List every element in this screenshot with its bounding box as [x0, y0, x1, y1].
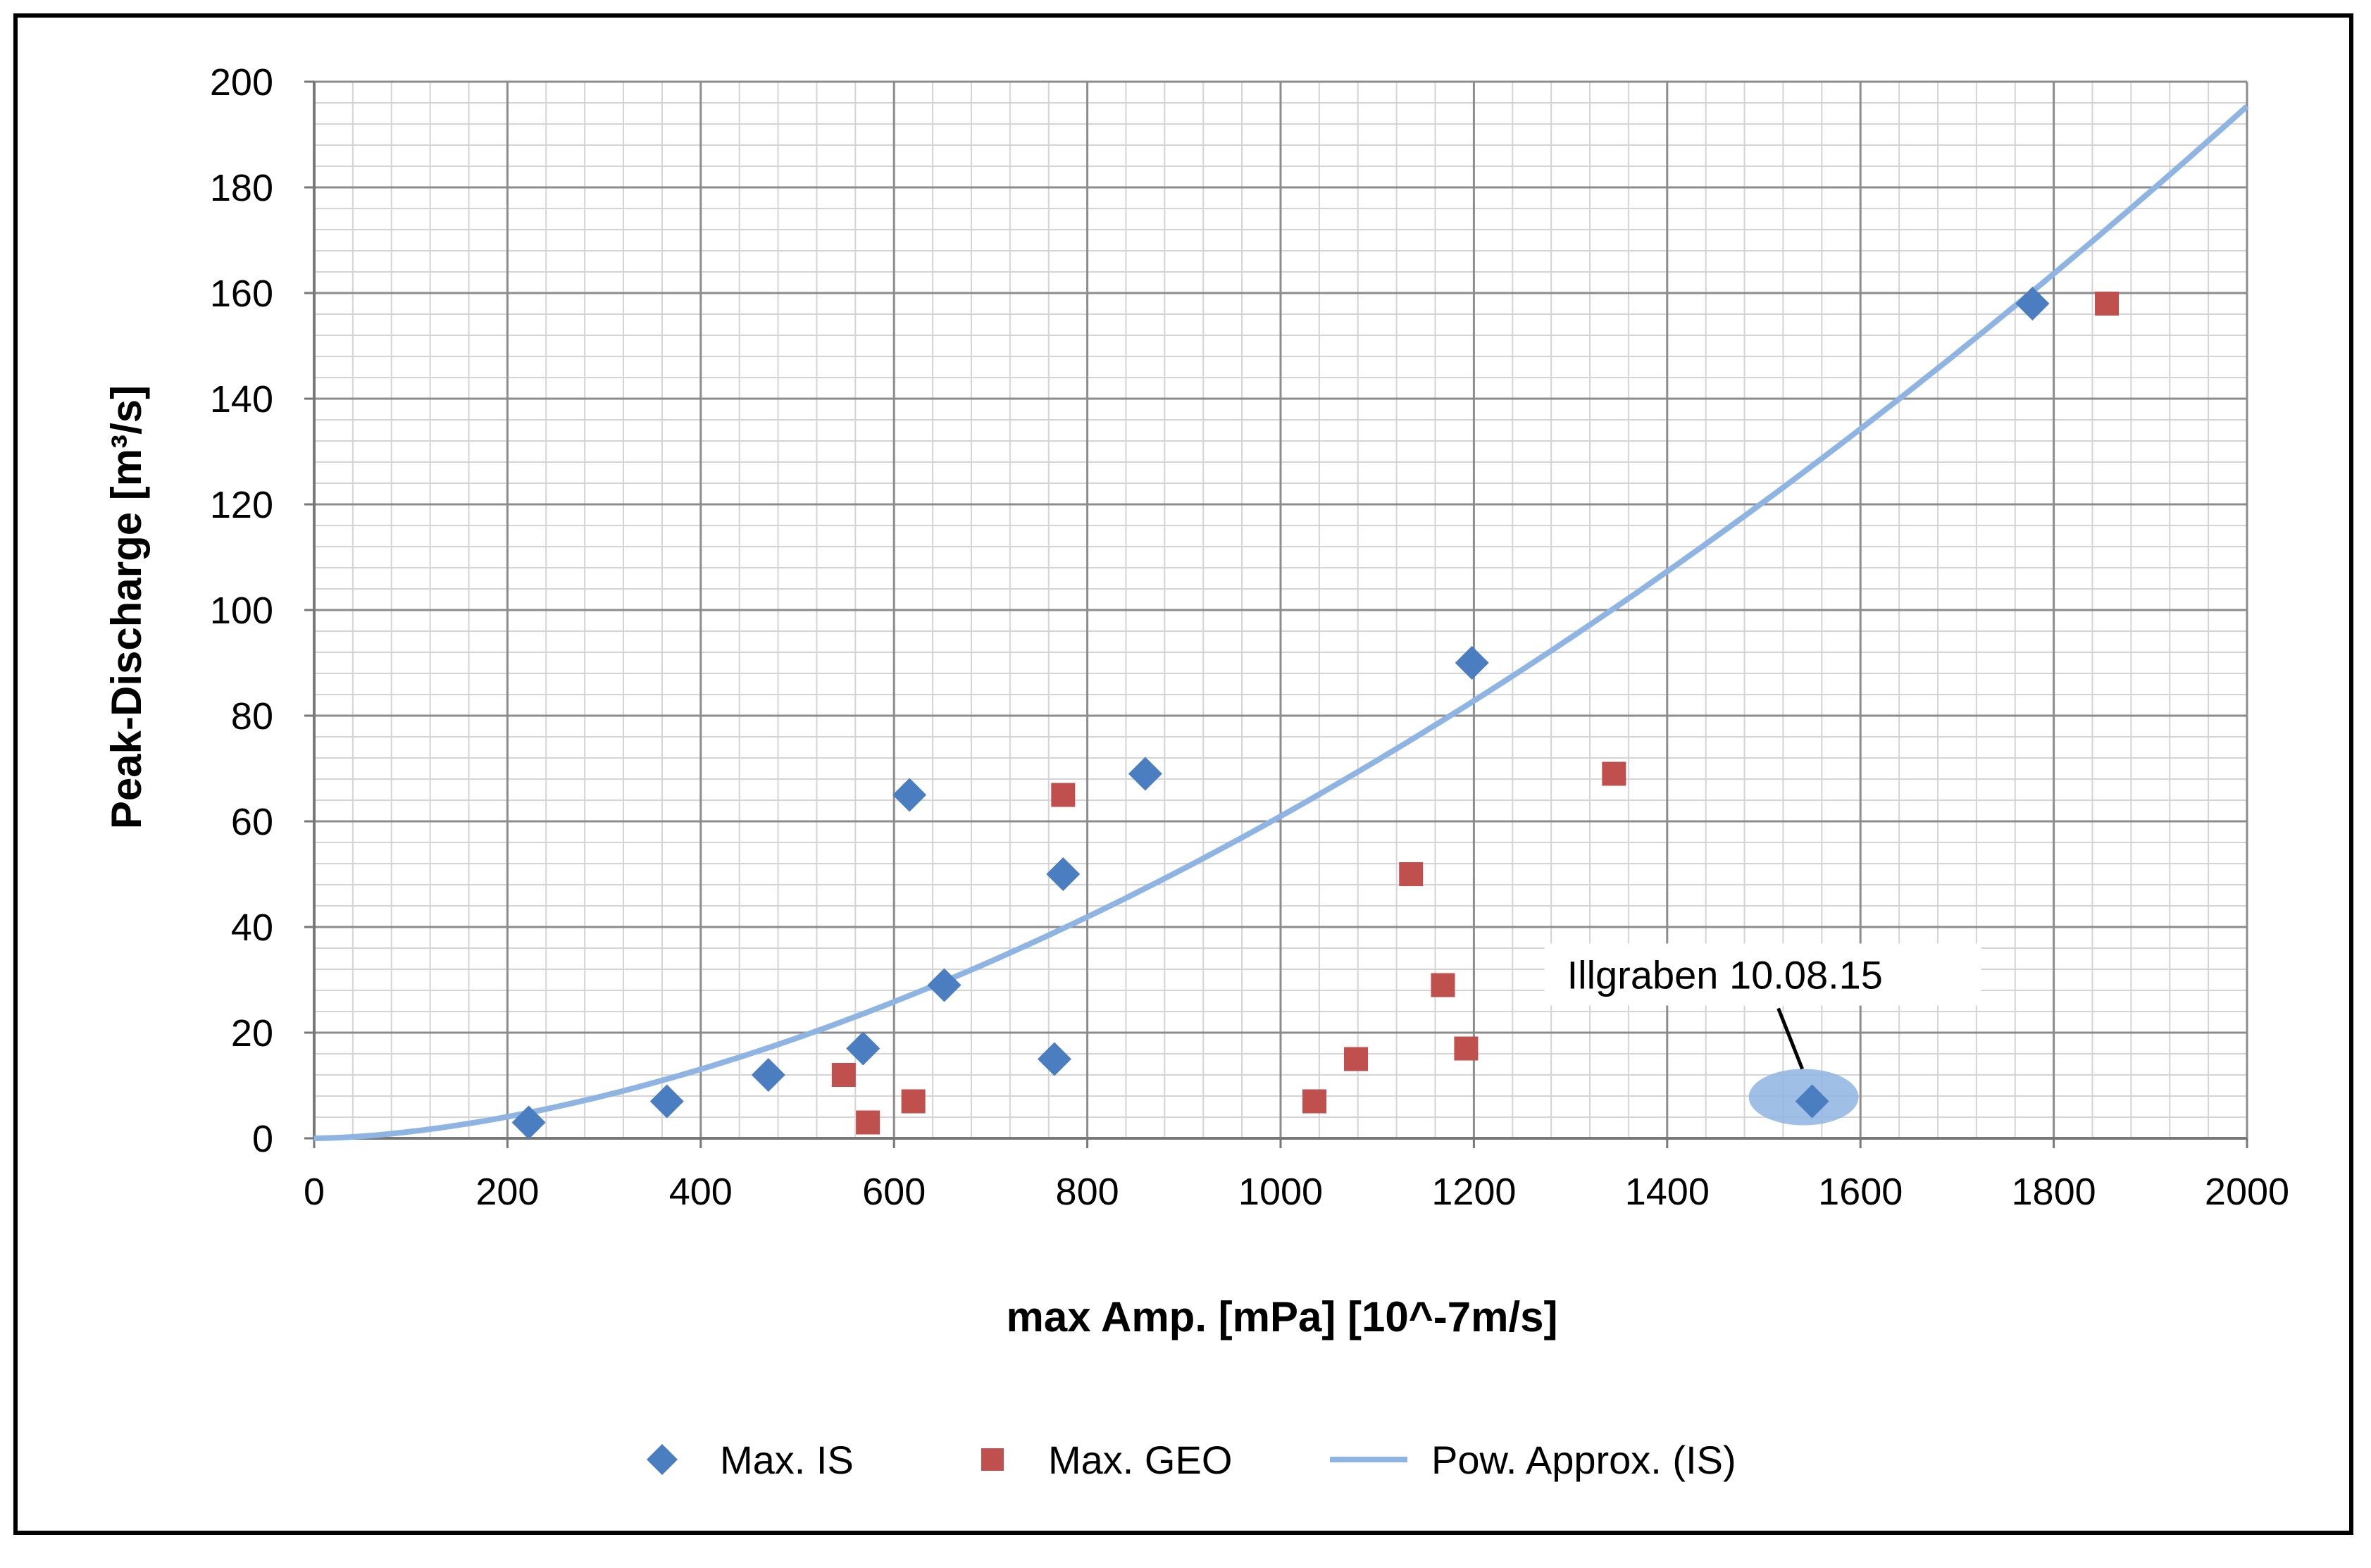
y-tick-label: 180 [210, 167, 273, 209]
geo-point [856, 1110, 880, 1135]
y-tick-label: 200 [210, 61, 273, 104]
geo-point [831, 1063, 856, 1087]
x-tick-label: 1800 [2012, 1171, 2096, 1213]
annotation-label: Illgraben 10.08.15 [1567, 953, 1883, 997]
x-tick-label: 1400 [1625, 1171, 1710, 1213]
x-tick-label: 200 [475, 1171, 539, 1213]
y-axis-title: Peak-Discharge [m³/s] [103, 385, 150, 829]
x-tick-label: 1200 [1431, 1171, 1516, 1213]
is-point [649, 1084, 684, 1119]
power-fit-line [313, 104, 2249, 1141]
y-tick-label: 0 [252, 1118, 273, 1160]
chart-outer-border [13, 13, 2353, 1535]
legend-geo-label: Max. GEO [1048, 1438, 1232, 1482]
y-tick-label: 120 [210, 484, 273, 526]
y-tick-label: 40 [231, 907, 273, 949]
legend-is-marker [647, 1444, 678, 1475]
geo-point [2095, 292, 2120, 316]
y-tick-label: 20 [231, 1012, 273, 1054]
x-tick-label: 400 [669, 1171, 733, 1213]
y-tick-label: 100 [210, 590, 273, 632]
geo-point [1431, 973, 1455, 997]
y-tick-label: 160 [210, 273, 273, 315]
fit-line-layer [313, 104, 2249, 1141]
x-tick-label: 0 [304, 1171, 325, 1213]
x-tick-label: 1600 [1818, 1171, 1903, 1213]
is-point [511, 1105, 546, 1140]
y-tick-label: 140 [210, 378, 273, 421]
x-tick-label: 2000 [2205, 1171, 2289, 1213]
is-point [927, 968, 962, 1002]
is-point [1455, 646, 1489, 680]
x-tick-label: 600 [862, 1171, 926, 1213]
is-point [846, 1031, 880, 1066]
is-point [2015, 287, 2050, 321]
is-point [1795, 1084, 1829, 1119]
geo-point [1051, 783, 1076, 807]
geo-point [1454, 1036, 1479, 1061]
y-tick-labels: 0 20 40 60 80 100 120 140 160 180 200 [210, 61, 314, 1160]
annotation-layer: Illgraben 10.08.15 [1544, 943, 1981, 1126]
y-tick-label: 60 [231, 801, 273, 843]
legend-geo-marker [981, 1448, 1004, 1471]
legend-is-label: Max. IS [720, 1438, 854, 1482]
annotation-leader-line [1776, 1007, 1804, 1070]
major-gridlines [313, 80, 2248, 1140]
is-point [1037, 1042, 1071, 1076]
is-point [1046, 857, 1081, 891]
geo-point [1344, 1047, 1369, 1071]
points-layer [511, 287, 2120, 1140]
x-tick-labels: 0 200 400 600 800 1000 1200 1400 1600 1800 2000 [304, 1138, 2289, 1213]
y-tick-label: 80 [231, 695, 273, 738]
x-axis-title: max Amp. [mPa] [10^-7m/s] [1006, 1293, 1557, 1340]
is-point [1128, 757, 1162, 791]
geo-point [1602, 761, 1626, 786]
geo-point [1302, 1089, 1327, 1114]
legend-fit-label: Pow. Approx. (IS) [1431, 1438, 1736, 1482]
x-tick-label: 1000 [1238, 1171, 1323, 1213]
geo-point [901, 1089, 926, 1114]
x-tick-label: 800 [1056, 1171, 1119, 1213]
is-point [892, 778, 927, 812]
is-point [751, 1058, 785, 1092]
legend: Max. IS Max. GEO Pow. Approx. (IS) [647, 1438, 1736, 1482]
annotation-label-background [1544, 943, 1981, 1006]
geo-point [1399, 862, 1424, 886]
